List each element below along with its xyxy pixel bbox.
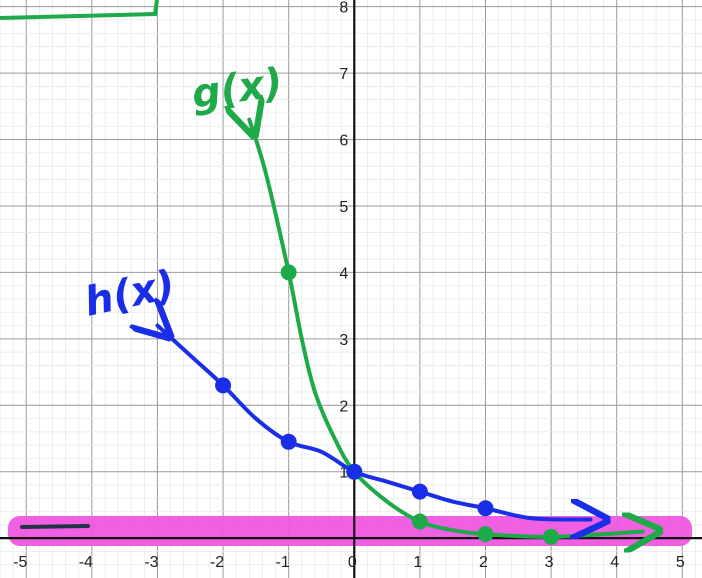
series-label-g: g(x) [189,60,286,118]
y-tick-label: 5 [339,199,348,216]
y-tick-label: 4 [339,265,348,282]
x-tick-label: 1 [413,554,422,571]
data-point-h [280,433,297,450]
annotation-box-stroke [0,0,159,20]
y-tick-label: 8 [339,0,348,17]
points [215,264,560,545]
x-tick-label: -5 [13,554,27,571]
baseline-stroke [20,524,90,529]
x-tick-label: -4 [79,554,93,571]
data-point-h [346,463,363,480]
x-tick-label: -1 [276,554,290,571]
x-tick-label: 2 [479,554,488,571]
y-tick-label: 2 [339,398,348,415]
y-tick-label: 3 [339,332,348,349]
x-tick-label: 3 [545,554,554,571]
y-tick-label: 7 [339,66,348,83]
x-tick-label: -3 [144,554,158,571]
data-point-g [411,513,428,530]
data-point-h [215,377,232,394]
x-tick-label: 5 [676,554,685,571]
x-tick-label: -2 [210,554,224,571]
data-point-h [411,483,428,500]
curves [157,120,642,537]
data-point-g [477,526,494,543]
series-label-h: h(x) [81,262,179,326]
data-point-g [280,264,297,281]
data-point-g [543,528,560,545]
data-point-h [477,500,494,517]
x-tick-label: 4 [610,554,619,571]
x-tick-label: 0 [348,554,357,571]
y-tick-label: 6 [339,133,348,150]
